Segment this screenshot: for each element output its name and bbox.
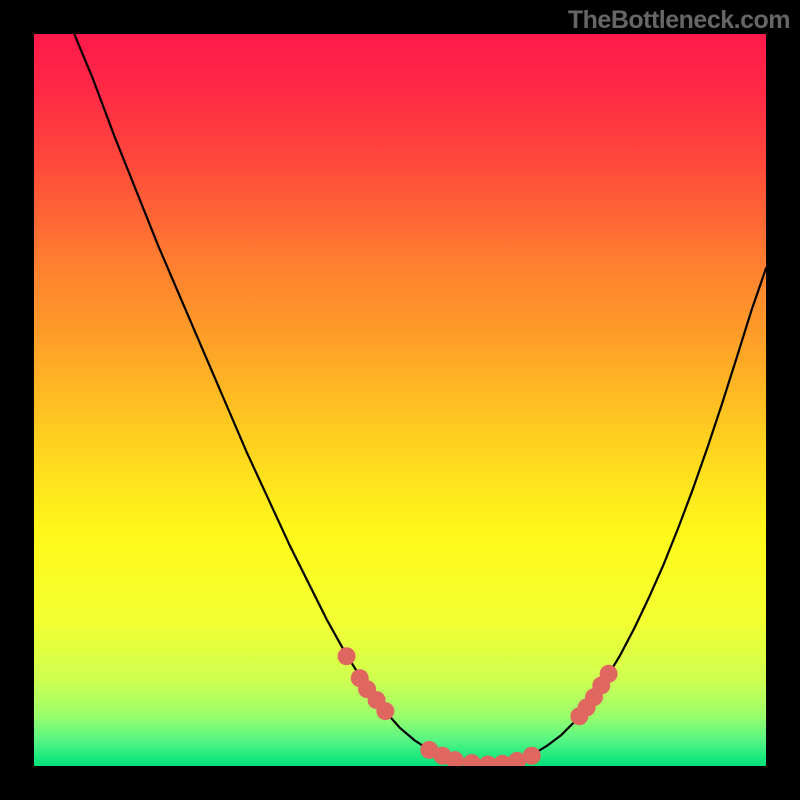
data-marker <box>463 754 481 766</box>
data-marker <box>600 665 618 683</box>
bottleneck-curve <box>74 34 766 765</box>
chart-container: TheBottleneck.com <box>0 0 800 800</box>
watermark-text: TheBottleneck.com <box>568 6 790 35</box>
curve-layer <box>34 34 766 766</box>
data-marker <box>376 702 394 720</box>
data-marker <box>338 647 356 665</box>
marker-group <box>338 647 618 766</box>
plot-area <box>34 34 766 766</box>
data-marker <box>523 747 541 765</box>
